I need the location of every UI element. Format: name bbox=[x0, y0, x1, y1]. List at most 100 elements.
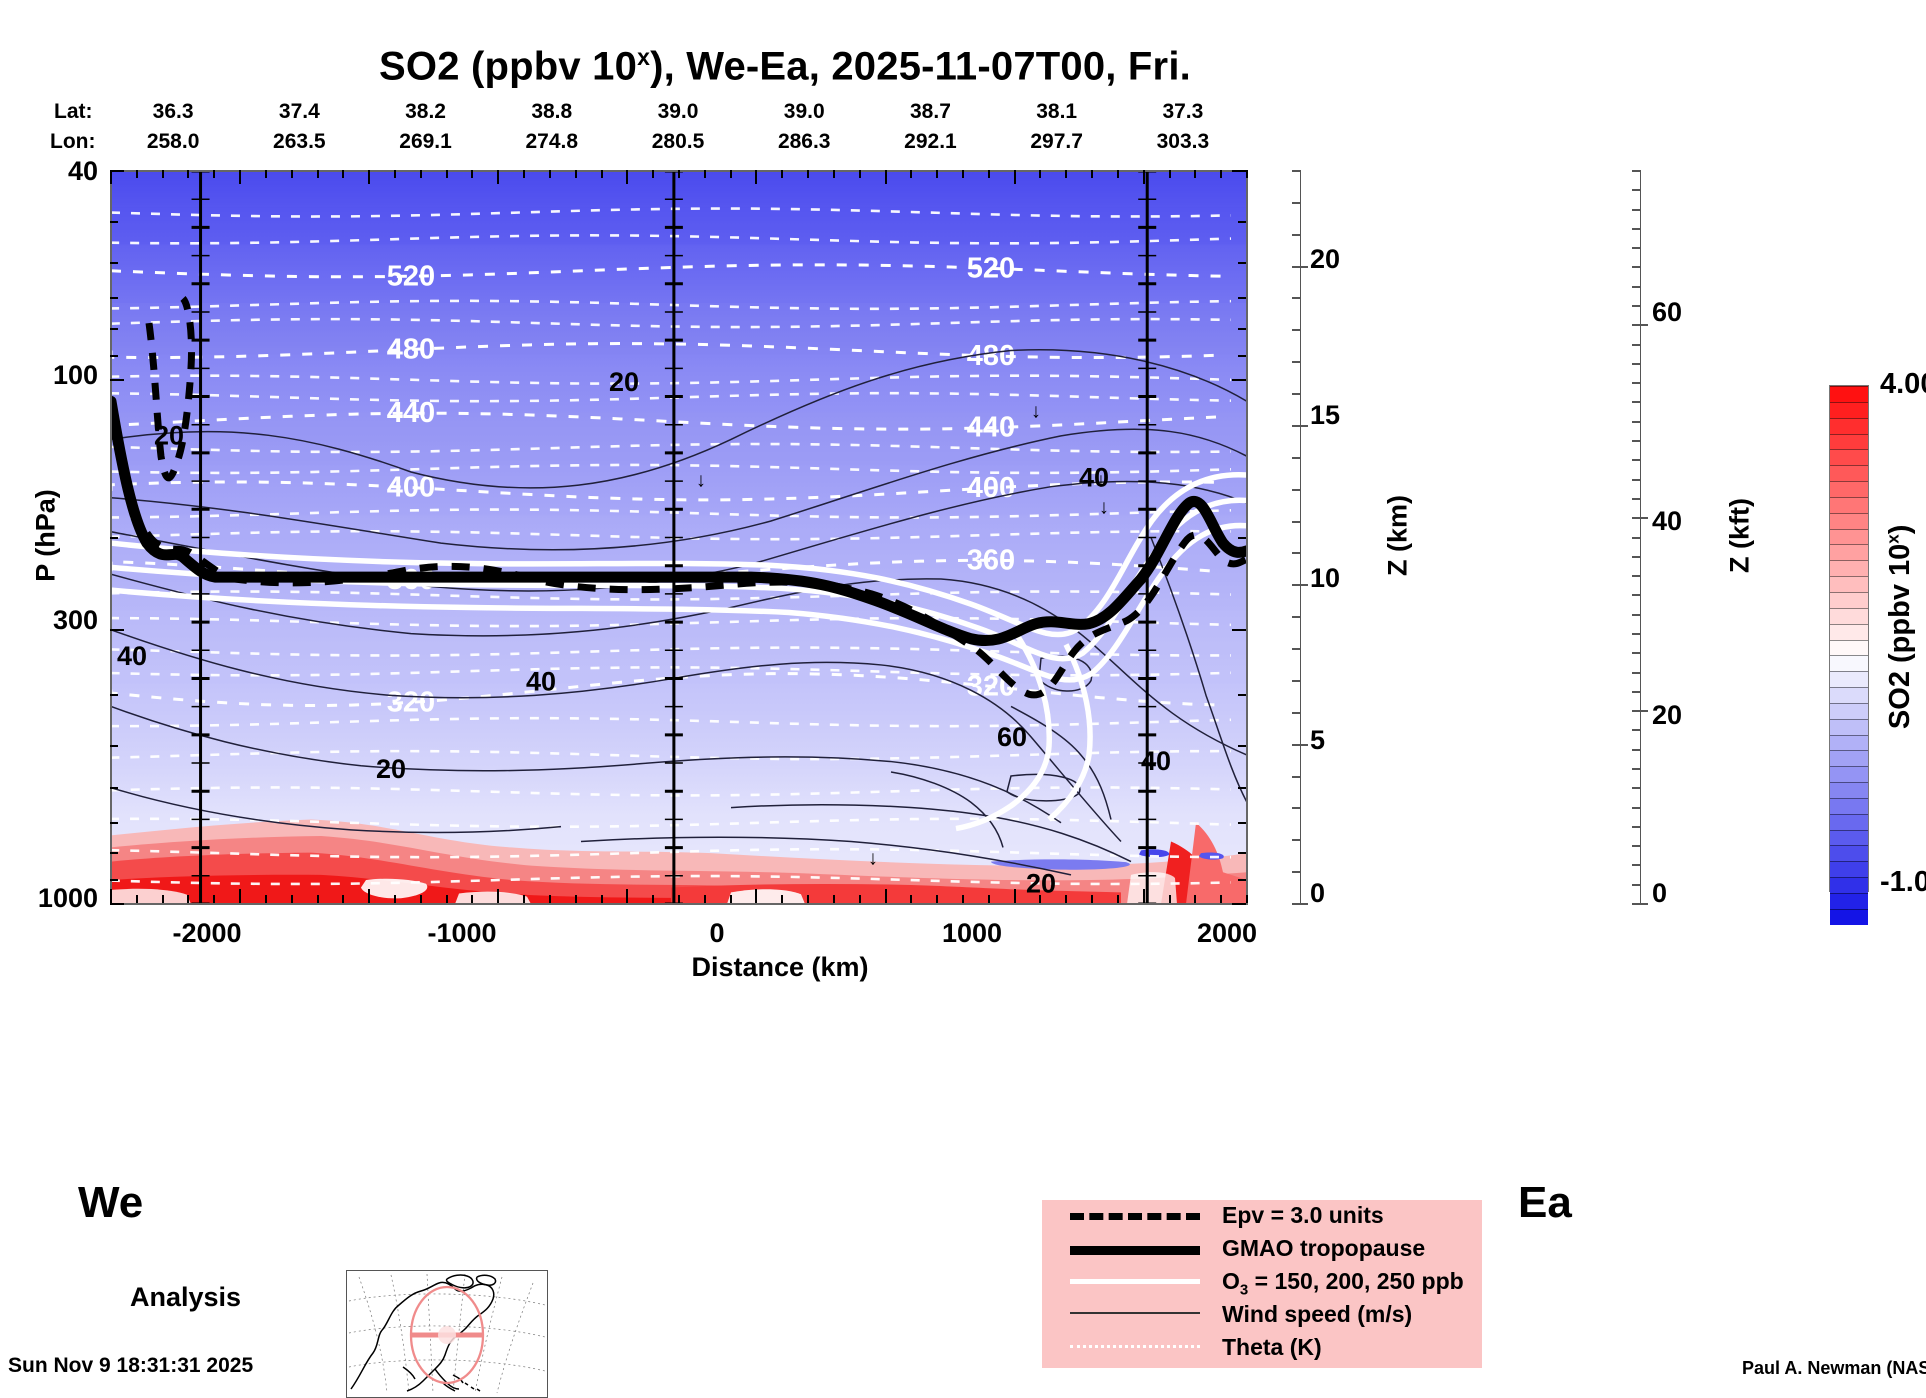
colorbar-step bbox=[1830, 797, 1868, 814]
x-axis-tick bbox=[1116, 895, 1119, 903]
z-km-axis-title: Z (km) bbox=[1382, 495, 1413, 576]
axis-tick bbox=[1632, 883, 1641, 886]
field-marker-1: ↓ bbox=[1031, 400, 1041, 422]
zkm-tick-10: 10 bbox=[1310, 563, 1341, 593]
lon-value-2: 269.1 bbox=[399, 130, 452, 153]
axis-tick bbox=[1632, 208, 1641, 211]
x-axis-tick bbox=[987, 895, 990, 903]
field-marker-3: ↓ bbox=[1099, 497, 1109, 519]
axis-tick bbox=[1292, 361, 1301, 364]
z-km-axis-line bbox=[1300, 170, 1301, 903]
y-axis-tick bbox=[110, 327, 118, 330]
theta-label-520-1: 520 bbox=[967, 252, 1015, 284]
x-axis-tick bbox=[497, 170, 500, 184]
legend-label-main: O bbox=[1222, 1268, 1240, 1294]
field-marker-4: ↓ bbox=[868, 847, 878, 869]
axis-tick bbox=[1632, 748, 1641, 751]
wind-label-1: 20 bbox=[609, 367, 639, 397]
x-axis-tick bbox=[497, 889, 500, 903]
colorbar-step bbox=[1830, 829, 1868, 846]
wind-east-3 bbox=[890, 771, 1004, 848]
wind-70 bbox=[111, 705, 1062, 824]
lon-value-0: 258.0 bbox=[146, 130, 200, 153]
lon-value-4: 280.5 bbox=[651, 130, 705, 153]
axis-tick bbox=[1632, 478, 1641, 481]
lat-value-8: 37.3 bbox=[1162, 100, 1204, 123]
y-tick-300: 300 bbox=[52, 605, 98, 635]
x-axis-tick bbox=[910, 170, 913, 178]
wind-low-1 bbox=[111, 786, 562, 834]
colorbar-step bbox=[1830, 544, 1868, 561]
axis-tick bbox=[1292, 648, 1301, 651]
zkft-tick-40: 40 bbox=[1652, 506, 1683, 536]
axis-tick bbox=[1292, 488, 1301, 491]
axis-tick bbox=[1292, 775, 1301, 778]
wind-label-3: 40 bbox=[526, 667, 556, 697]
theta-label-400-1: 400 bbox=[967, 472, 1015, 504]
colorbar-step bbox=[1830, 496, 1868, 513]
lat-value-3: 38.8 bbox=[531, 100, 573, 123]
x-axis-tick bbox=[884, 889, 887, 903]
x-axis-tick bbox=[110, 170, 112, 184]
axis-tick bbox=[1292, 679, 1301, 682]
x-axis-tick bbox=[729, 170, 732, 178]
x-axis-tick bbox=[574, 170, 577, 178]
axis-tick bbox=[1292, 424, 1308, 427]
colorbar-step bbox=[1830, 877, 1868, 893]
lon-row-label: Lon: bbox=[50, 130, 96, 153]
axis-tick bbox=[1292, 871, 1301, 874]
x-axis-tick bbox=[419, 170, 422, 178]
inset-map-svg bbox=[348, 1273, 546, 1394]
ozone-tongue-2 bbox=[1047, 643, 1093, 822]
axis-tick bbox=[1632, 170, 1641, 172]
colorbar-step bbox=[1830, 528, 1868, 545]
theta-contour-minor-17 bbox=[111, 817, 1232, 829]
x-axis-tick bbox=[1246, 170, 1248, 178]
x-axis-tick bbox=[1142, 889, 1145, 903]
x-axis-tick bbox=[626, 889, 629, 903]
y-axis-tick bbox=[110, 378, 124, 381]
axis-tick bbox=[1632, 401, 1641, 404]
lat-value-2: 38.2 bbox=[405, 100, 446, 123]
theta-contour-minor-7 bbox=[111, 463, 1232, 475]
zkm-tick-5: 5 bbox=[1310, 725, 1326, 755]
legend-label-main: GMAO tropopause bbox=[1222, 1235, 1426, 1261]
axis-tick bbox=[1632, 266, 1641, 269]
axis-tick bbox=[1632, 729, 1641, 732]
zkft-tick-0: 0 bbox=[1652, 878, 1668, 908]
axis-tick bbox=[1292, 743, 1308, 746]
theta-contour-440 bbox=[111, 411, 1222, 431]
y-axis-tick bbox=[1238, 536, 1246, 539]
theta-contour-minor-10 bbox=[111, 590, 1232, 601]
x-axis-tick bbox=[1013, 889, 1016, 903]
ozone-contour-0 bbox=[111, 472, 1247, 638]
x-axis-tick bbox=[1116, 170, 1119, 178]
x-axis-tick bbox=[858, 170, 861, 178]
ozone-tongue bbox=[955, 632, 1052, 832]
zkm-tick-0: 0 bbox=[1310, 878, 1326, 908]
x-axis-tick bbox=[471, 895, 474, 903]
y-axis-tick bbox=[1238, 297, 1246, 300]
wind-east-2 bbox=[1150, 537, 1247, 803]
y-axis-tick bbox=[1232, 628, 1246, 631]
axis-tick bbox=[1632, 362, 1641, 365]
zkm-tick-20: 20 bbox=[1310, 244, 1341, 274]
colorbar-step bbox=[1830, 845, 1868, 862]
x-axis-tick bbox=[1246, 895, 1248, 903]
x-axis-tick bbox=[239, 170, 242, 184]
axis-tick bbox=[1632, 517, 1648, 520]
wind-label-7: 60 bbox=[997, 722, 1027, 752]
theta-contour-400 bbox=[111, 480, 1222, 502]
x-axis-tick bbox=[781, 170, 784, 178]
y-axis-tick bbox=[110, 170, 124, 172]
x-axis-tick bbox=[574, 895, 577, 903]
epv-contour-west-loop bbox=[145, 296, 195, 482]
colorbar-step bbox=[1830, 702, 1868, 719]
title-suffix: ), We-Ea, 2025-11-07T00, Fri. bbox=[650, 44, 1191, 89]
wind-east-1 bbox=[1010, 705, 1112, 820]
axis-tick bbox=[1292, 520, 1301, 523]
so2-band-3 bbox=[111, 515, 1247, 582]
y-axis-tick bbox=[1232, 378, 1246, 381]
axis-tick bbox=[1632, 324, 1648, 327]
